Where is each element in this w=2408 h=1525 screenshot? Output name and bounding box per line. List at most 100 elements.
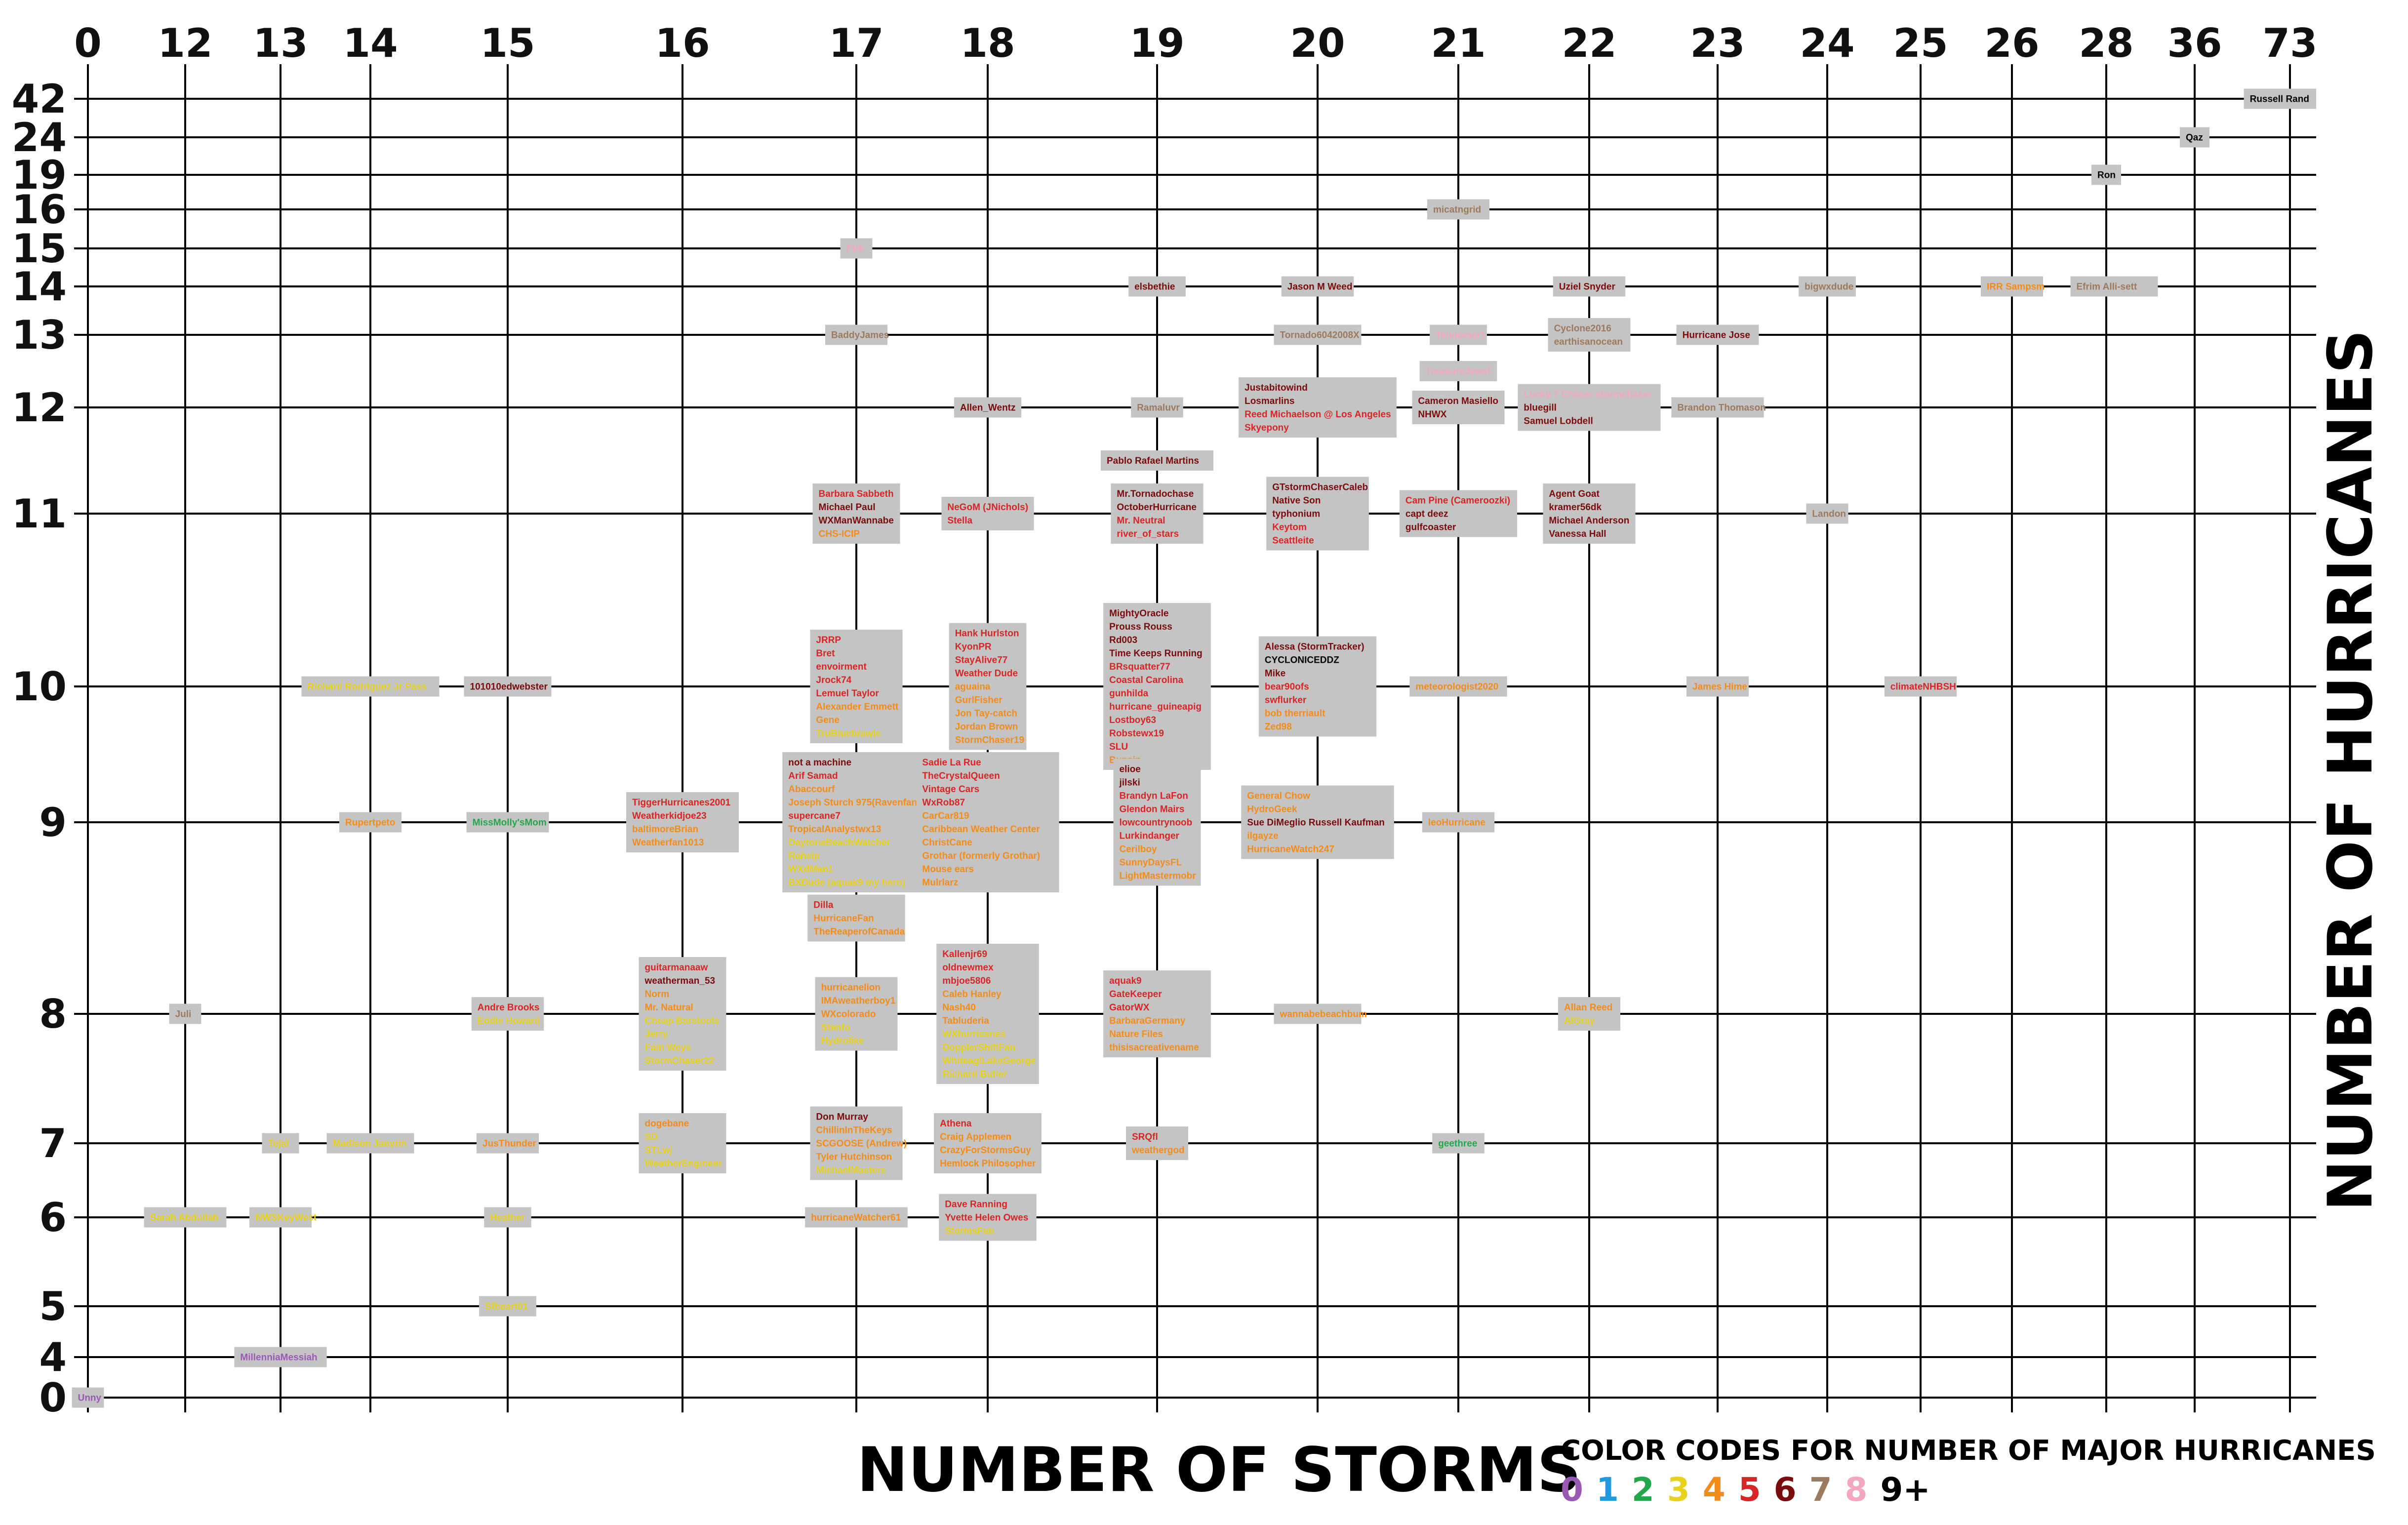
group-box	[1518, 384, 1661, 431]
forecaster-name: Stanfo	[821, 1023, 850, 1033]
storm-group: Sadie La Rue TheCrystalQueen Vintage Cars W…	[916, 752, 1059, 892]
storm-group: Uziel Snyder	[1553, 276, 1626, 297]
x-tick-label: 22	[1562, 20, 1616, 66]
forecaster-name: Sarah Abdullah	[150, 1213, 219, 1223]
forecaster-name: TheReaperofCanada	[813, 927, 905, 937]
storm-group: Tejal	[262, 1133, 299, 1154]
storm-group: JusThunder	[477, 1133, 539, 1154]
storm-group: Barbara Sabbeth Michael Paul WXManWannabe C…	[812, 483, 900, 544]
forecaster-name: Lurkindanger	[1120, 831, 1180, 842]
forecaster-name: typhonium	[1272, 509, 1320, 520]
forecaster-name: MillenniaMessiah	[240, 1353, 317, 1363]
forecaster-name: Tehnomer1	[1436, 330, 1485, 341]
legend-code: 0	[1561, 1471, 1583, 1509]
forecaster-name: ilgayze	[1247, 831, 1278, 842]
forecaster-name: CHS-ICIP	[819, 529, 860, 539]
forecaster-name: weatherman_53	[644, 976, 716, 986]
storm-group: aquak9 GateKeeper GatorWX BarbaraGermany Nat…	[1103, 970, 1211, 1057]
x-tick-label: 21	[1431, 20, 1485, 66]
forecaster-name: Arif Samad	[788, 771, 838, 781]
group-box	[1241, 785, 1394, 859]
group-box	[1258, 636, 1377, 737]
group-box	[1548, 318, 1631, 352]
forecaster-name: Robstewx19	[1109, 728, 1164, 739]
storm-group: James Hime	[1686, 676, 1749, 697]
group-box	[941, 497, 1034, 530]
x-tick-label: 14	[343, 20, 398, 66]
storm-group: dogebane SD STLwj WeatherEngineer	[639, 1113, 726, 1173]
forecaster-name: Ron	[2097, 170, 2116, 181]
y-tick-label: 4	[39, 1334, 67, 1380]
forecaster-name: geethree	[1438, 1139, 1477, 1149]
group-box	[1430, 324, 1487, 345]
storm-group: TiggerHurricanes2001 Weatherkidjoe23 balti…	[626, 792, 739, 852]
group-box	[810, 1106, 903, 1180]
forecaster-name: baltimoreBrian	[632, 824, 698, 835]
forecaster-name: Norm	[645, 989, 670, 1000]
forecaster-name: HurricaneWatch247	[1247, 844, 1334, 855]
legend-code: 9+	[1880, 1471, 1930, 1509]
storm-group: 101010edwebster	[464, 676, 552, 697]
forecaster-name: WeatherEngineer	[645, 1159, 722, 1169]
forecaster-name: Rd003	[1109, 635, 1137, 645]
forecaster-name: Qaz	[2186, 133, 2203, 143]
group-box	[934, 1113, 1042, 1173]
y-axis-title: NUMBER OF HURRICANES	[2315, 329, 2386, 1211]
forecaster-name: earthisanocean	[1554, 337, 1623, 347]
forecaster-name: Jordan Brown	[955, 722, 1018, 732]
forecaster-name: StormChaser22	[645, 1056, 714, 1066]
forecaster-name: Tabluderia	[942, 1016, 989, 1026]
y-tick-label: 13	[12, 312, 67, 358]
forecaster-name: Alessa (StormTracker)	[1265, 642, 1365, 652]
forecaster-name: Losmarlins	[1244, 396, 1294, 406]
forecaster-name: Michael Anderson	[1549, 516, 1629, 526]
forecaster-name: wannabebeachbum	[1280, 1009, 1367, 1020]
forecaster-name: envoirment	[816, 662, 867, 672]
forecaster-name: Nash40	[942, 1003, 976, 1013]
forecaster-name: Jrock74	[816, 675, 851, 685]
forecaster-name: TheCrystalQueen	[922, 771, 1000, 781]
forecaster-name: LightMastermobr	[1120, 871, 1197, 882]
forecaster-name: Grothar (formerly Grothar)	[922, 851, 1040, 861]
y-tick-label: 10	[12, 664, 67, 710]
storm-group: elsbethie	[1128, 276, 1186, 297]
forecaster-name: MichaelMasters	[816, 1165, 886, 1176]
storm-group: Jason M Weed	[1281, 276, 1354, 297]
forecaster-name: Agent Goat	[1549, 489, 1600, 499]
forecaster-name: IMAweatherboy1	[821, 996, 896, 1006]
group-box	[1799, 276, 1856, 297]
forecaster-name: Kallenjr69	[942, 949, 987, 960]
storm-group: Don Murray ChillinInTheKeys SCGOOSE (Andre…	[810, 1106, 907, 1180]
storm-group: Cameron Masiello NHWX	[1412, 391, 1505, 424]
group-box	[326, 1133, 414, 1154]
forecaster-name: BaddyJames	[831, 330, 889, 341]
storm-group: Rupertpeto	[339, 812, 401, 833]
y-tick-label: 15	[12, 226, 67, 272]
y-tick-label: 19	[12, 152, 67, 198]
group-box	[825, 324, 887, 345]
legend: COLOR CODES FOR NUMBER OF MAJOR HURRICAN…	[1561, 1435, 2376, 1509]
storm-group: micatngrid	[1427, 199, 1489, 220]
storm-group: Richard Rodriguez Jr Pass	[301, 676, 440, 697]
storm-group: Russell Rand	[2244, 88, 2316, 109]
forecaster-name: elsbethie	[1134, 282, 1175, 292]
group-box	[1101, 450, 1213, 471]
forecaster-name: bear90ofs	[1265, 682, 1309, 692]
legend-code: 4	[1702, 1471, 1726, 1509]
forecaster-name: NWSKeyWest	[255, 1213, 317, 1223]
forecaster-name: Prouss Rouss	[1109, 622, 1172, 632]
group-box	[1103, 603, 1211, 770]
y-tick-label: 9	[39, 800, 67, 845]
forecaster-name: Abaccourf	[788, 784, 835, 795]
forecaster-name: Vanessa Hall	[1549, 529, 1606, 539]
forecaster-name: Lucky 7 Chaser stormchaser	[1524, 390, 1652, 400]
forecaster-name: Landon	[1812, 509, 1846, 520]
forecaster-name: Zed98	[1265, 722, 1292, 732]
forecaster-name: Mike	[1265, 669, 1285, 679]
storm-group: Cyclone2016 earthisanocean	[1548, 318, 1631, 352]
storm-group: geethree	[1432, 1133, 1485, 1154]
storm-group: SRQfl weathergod	[1126, 1126, 1188, 1160]
forecaster-name: DopplerShiftFan	[942, 1043, 1015, 1053]
forecaster-name: GTstormChaserCaleb	[1272, 482, 1368, 493]
group-box	[301, 676, 440, 697]
